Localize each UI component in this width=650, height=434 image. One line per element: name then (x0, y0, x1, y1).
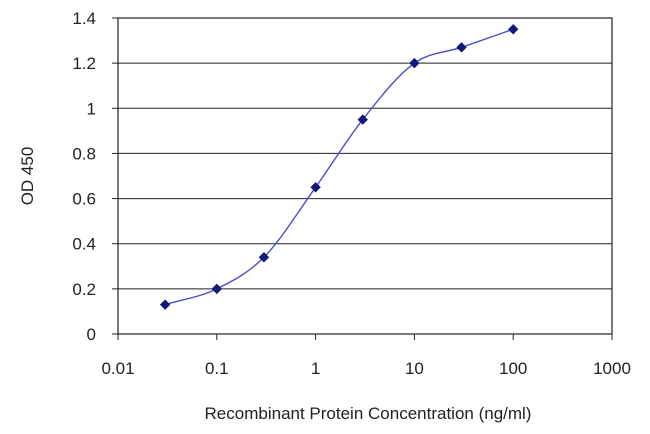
grid-lines (118, 62, 612, 290)
x-tick-label: 1000 (593, 359, 631, 378)
y-tick-label: 0 (87, 325, 96, 344)
data-point (310, 182, 321, 193)
x-tick-label: 0.01 (101, 359, 134, 378)
data-points (159, 24, 519, 310)
x-tick-label: 1 (311, 359, 320, 378)
y-tick-label: 1.4 (72, 9, 96, 28)
series-line (164, 28, 514, 306)
y-tick-label: 0.4 (72, 235, 96, 254)
x-axis-title: Recombinant Protein Concentration (ng/ml… (205, 404, 532, 423)
y-tick-label: 0.8 (72, 144, 96, 163)
axis-ticks (112, 17, 613, 340)
y-tick-label: 0.2 (72, 280, 96, 299)
data-point (258, 252, 270, 263)
tick-labels: 0 0.2 0.4 0.6 0.8 1 1.2 1.4 0.01 0.1 1 10 100 1000 (72, 9, 631, 378)
y-tick-label: 1.2 (72, 54, 96, 73)
x-tick-label: 0.1 (205, 359, 229, 378)
y-axis-title: OD 450 (18, 147, 37, 206)
y-tick-label: 1 (87, 99, 96, 118)
data-point (507, 24, 519, 35)
data-point (456, 42, 467, 53)
y-tick-label: 0.6 (72, 190, 96, 209)
plot-area (117, 17, 613, 335)
data-point (159, 299, 171, 310)
x-tick-label: 10 (405, 359, 424, 378)
data-point (357, 114, 368, 125)
data-point (211, 283, 223, 295)
data-point (409, 57, 420, 69)
x-tick-label: 100 (499, 359, 527, 378)
